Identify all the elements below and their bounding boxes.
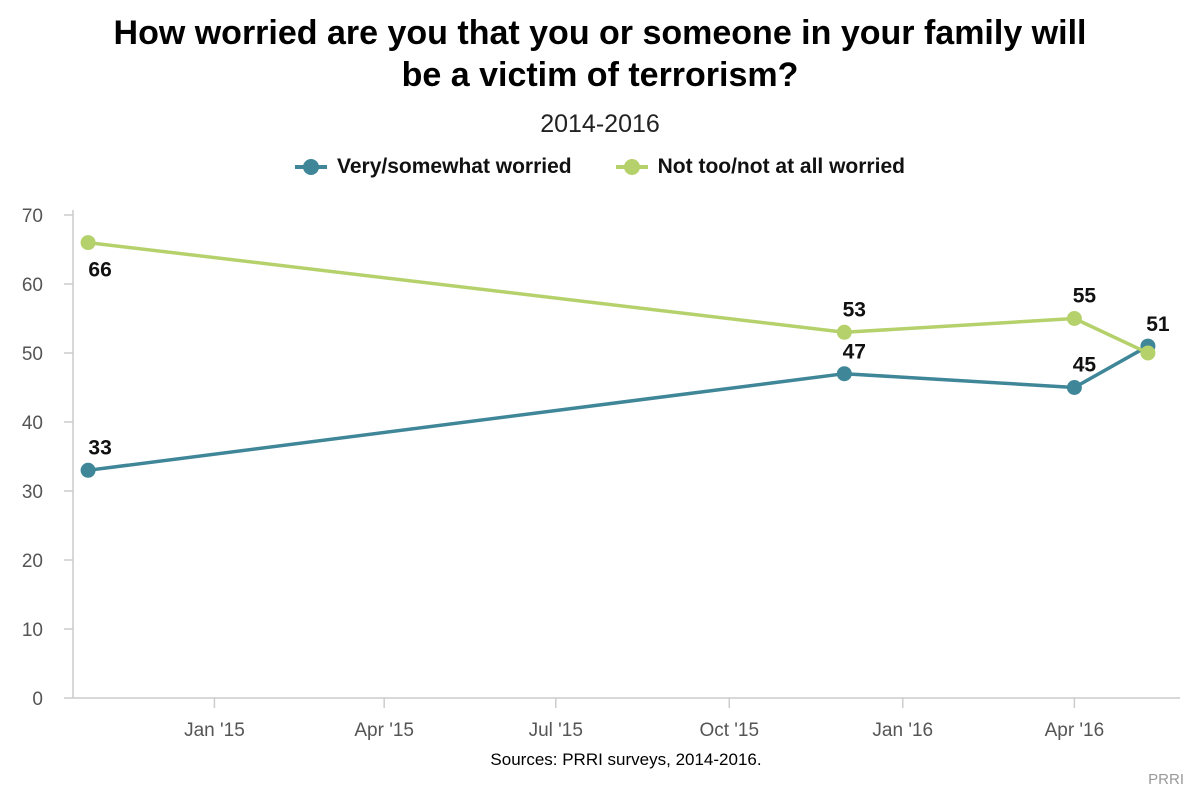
series-line-very-somewhat-worried — [87, 344, 1149, 473]
data-label-very-somewhat-worried: 33 — [88, 436, 111, 459]
y-tick-label: 0 — [32, 689, 43, 710]
data-point-not-too-not-at-all-worried — [1066, 311, 1082, 326]
data-label-very-somewhat-worried: 51 — [1146, 313, 1170, 336]
y-tick-label: 60 — [22, 275, 43, 296]
data-label-very-somewhat-worried: 47 — [843, 341, 866, 364]
y-tick-label: 10 — [22, 620, 43, 641]
data-point-not-too-not-at-all-worried — [836, 324, 852, 340]
x-tick-label: Oct '15 — [699, 720, 759, 741]
data-point-not-too-not-at-all-worried — [1140, 345, 1156, 361]
x-tick-label: Apr '16 — [1045, 720, 1105, 741]
legend-label-not-too-not-at-all-worried: Not too/not at all worried — [657, 155, 905, 178]
data-point-very-somewhat-worried — [836, 366, 852, 382]
chart-title-line-1: How worried are you that you or someone … — [113, 14, 1087, 52]
y-tick-label: 50 — [22, 344, 43, 365]
data-label-not-too-not-at-all-worried: 55 — [1073, 285, 1097, 308]
legend-item-not-too-not-at-all-worried[interactable]: Not too/not at all worried — [615, 155, 905, 179]
y-tick-label: 40 — [22, 413, 43, 434]
x-tick-label: Apr '15 — [354, 720, 414, 741]
credit-label: PRRI — [1148, 771, 1184, 788]
legend-swatch-very-somewhat-worried — [295, 159, 328, 175]
legend-item-very-somewhat-worried[interactable]: Very/somewhat worried — [295, 155, 572, 179]
chart-title: How worried are you that you or someone … — [0, 12, 1200, 96]
x-tick-label: Jul '15 — [529, 720, 583, 741]
x-tick-label: Jan '15 — [184, 720, 245, 741]
legend-label-very-somewhat-worried: Very/somewhat worried — [337, 155, 572, 178]
series-line-not-too-not-at-all-worried — [87, 240, 1149, 355]
chart-subtitle: 2014-2016 — [540, 110, 660, 138]
data-point-not-too-not-at-all-worried — [80, 235, 96, 251]
chart-title-line-2: be a victim of terrorism? — [401, 56, 799, 94]
data-label-very-somewhat-worried: 45 — [1073, 354, 1097, 377]
y-tick-label: 30 — [22, 482, 43, 503]
data-label-not-too-not-at-all-worried: 53 — [843, 298, 866, 321]
data-label-not-too-not-at-all-worried: 66 — [88, 259, 111, 282]
source-note: Sources: PRRI surveys, 2014-2016. — [490, 750, 762, 769]
legend-swatch-not-too-not-at-all-worried — [615, 159, 648, 175]
x-tick-label: Jan '16 — [872, 720, 933, 741]
data-point-very-somewhat-worried — [80, 462, 96, 478]
y-tick-label: 20 — [22, 551, 43, 572]
legend: Very/somewhat worried Not too/not at all… — [0, 152, 1200, 182]
y-tick-label: 70 — [22, 206, 43, 227]
data-point-very-somewhat-worried — [1066, 380, 1082, 395]
